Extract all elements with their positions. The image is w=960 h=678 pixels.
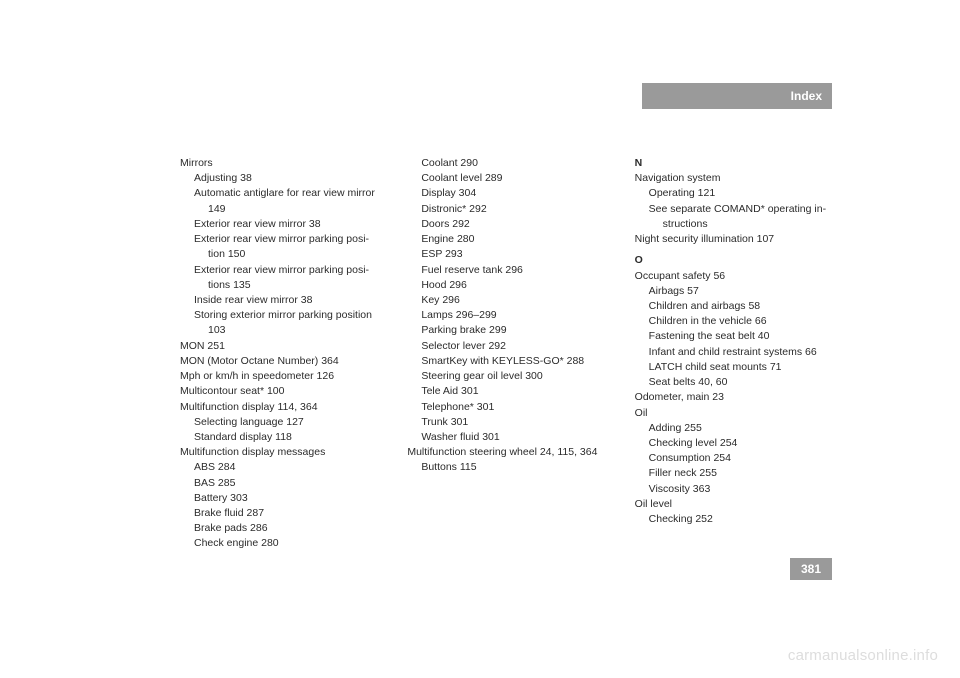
index-line: N (635, 156, 832, 171)
index-line: Display 304 (407, 186, 604, 201)
index-line: Selector lever 292 (407, 339, 604, 354)
index-line: Oil level (635, 497, 832, 512)
index-line: See separate COMAND* operating in- (635, 202, 832, 217)
index-line: Multifunction steering wheel 24, 115, 36… (407, 445, 604, 460)
index-line: SmartKey with KEYLESS-GO* 288 (407, 354, 604, 369)
index-line: Navigation system (635, 171, 832, 186)
index-line: MON (Motor Octane Number) 364 (180, 354, 377, 369)
index-line: Occupant safety 56 (635, 269, 832, 284)
header-title: Index (791, 89, 822, 103)
index-line: Multicontour seat* 100 (180, 384, 377, 399)
index-line: ESP 293 (407, 247, 604, 262)
index-line: Fuel reserve tank 296 (407, 263, 604, 278)
index-line: Doors 292 (407, 217, 604, 232)
index-line: Night security illumination 107 (635, 232, 832, 247)
index-line: Inside rear view mirror 38 (180, 293, 377, 308)
header-bar: Index (642, 83, 832, 109)
index-line: Exterior rear view mirror parking posi- (180, 263, 377, 278)
index-line: Coolant level 289 (407, 171, 604, 186)
index-line: Filler neck 255 (635, 466, 832, 481)
page-number: 381 (801, 562, 821, 576)
index-line: 103 (180, 323, 377, 338)
index-line: Hood 296 (407, 278, 604, 293)
index-line: Consumption 254 (635, 451, 832, 466)
index-content: MirrorsAdjusting 38Automatic antiglare f… (180, 156, 832, 552)
index-line: Adding 255 (635, 421, 832, 436)
index-line: Coolant 290 (407, 156, 604, 171)
index-line: Infant and child restraint systems 66 (635, 345, 832, 360)
index-line: Adjusting 38 (180, 171, 377, 186)
index-line: tion 150 (180, 247, 377, 262)
page-number-box: 381 (790, 558, 832, 580)
index-line: Odometer, main 23 (635, 390, 832, 405)
index-line: Buttons 115 (407, 460, 604, 475)
index-line: Fastening the seat belt 40 (635, 329, 832, 344)
index-line: Key 296 (407, 293, 604, 308)
column-2: Coolant 290Coolant level 289Display 304D… (407, 156, 604, 552)
index-line: Operating 121 (635, 186, 832, 201)
page: Index MirrorsAdjusting 38Automatic antig… (0, 0, 960, 678)
index-line: Mph or km/h in speedometer 126 (180, 369, 377, 384)
index-line: Brake pads 286 (180, 521, 377, 536)
index-line: BAS 285 (180, 476, 377, 491)
column-3: NNavigation systemOperating 121See separ… (635, 156, 832, 552)
column-1: MirrorsAdjusting 38Automatic antiglare f… (180, 156, 377, 552)
index-line: Checking 252 (635, 512, 832, 527)
index-line: MON 251 (180, 339, 377, 354)
index-line: Telephone* 301 (407, 400, 604, 415)
index-line: Exterior rear view mirror 38 (180, 217, 377, 232)
index-line: LATCH child seat mounts 71 (635, 360, 832, 375)
index-line: Airbags 57 (635, 284, 832, 299)
index-line: Distronic* 292 (407, 202, 604, 217)
index-line: Multifunction display 114, 364 (180, 400, 377, 415)
index-line: Oil (635, 406, 832, 421)
index-line: Storing exterior mirror parking position (180, 308, 377, 323)
index-line: Trunk 301 (407, 415, 604, 430)
index-line: Parking brake 299 (407, 323, 604, 338)
index-line: Washer fluid 301 (407, 430, 604, 445)
index-line: Children and airbags 58 (635, 299, 832, 314)
index-line: ABS 284 (180, 460, 377, 475)
index-line: Exterior rear view mirror parking posi- (180, 232, 377, 247)
index-line: Multifunction display messages (180, 445, 377, 460)
index-line: 149 (180, 202, 377, 217)
index-line: Seat belts 40, 60 (635, 375, 832, 390)
watermark: carmanualsonline.info (788, 647, 938, 664)
index-line: Engine 280 (407, 232, 604, 247)
index-line: O (635, 253, 832, 268)
index-line: structions (635, 217, 832, 232)
index-line: Viscosity 363 (635, 482, 832, 497)
index-line: Mirrors (180, 156, 377, 171)
index-line: Tele Aid 301 (407, 384, 604, 399)
index-line: Steering gear oil level 300 (407, 369, 604, 384)
index-line: Check engine 280 (180, 536, 377, 551)
index-line: Checking level 254 (635, 436, 832, 451)
index-line: Children in the vehicle 66 (635, 314, 832, 329)
index-line: Selecting language 127 (180, 415, 377, 430)
index-line: Brake fluid 287 (180, 506, 377, 521)
index-line: Standard display 118 (180, 430, 377, 445)
index-line: tions 135 (180, 278, 377, 293)
index-line: Lamps 296–299 (407, 308, 604, 323)
index-line: Battery 303 (180, 491, 377, 506)
index-line: Automatic antiglare for rear view mirror (180, 186, 377, 201)
